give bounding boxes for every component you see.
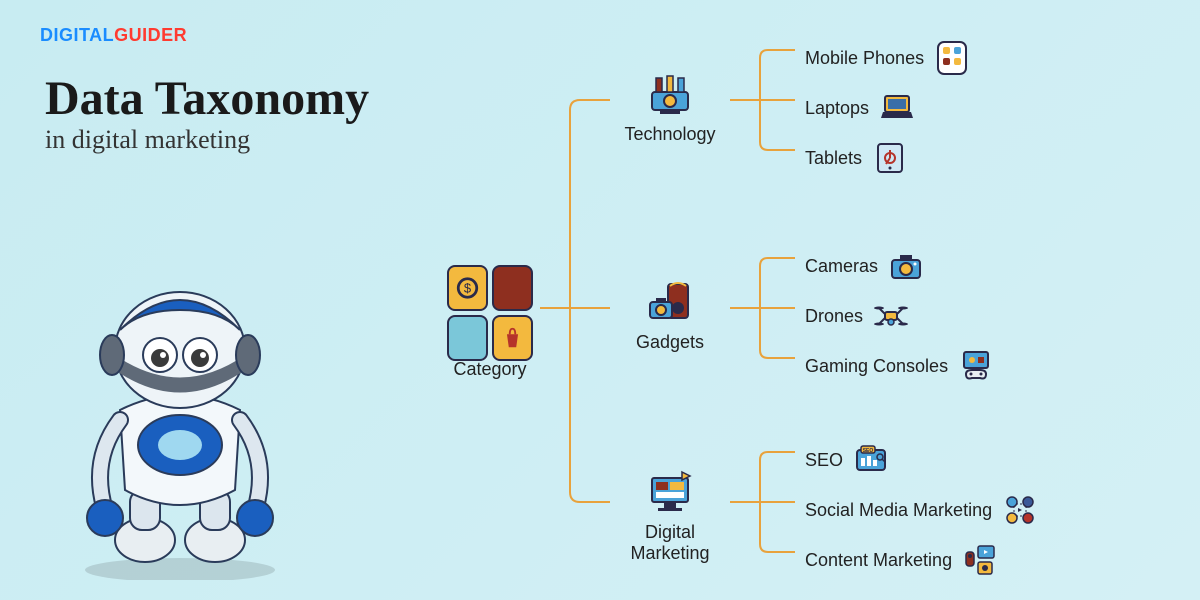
category-icon: $: [447, 265, 533, 351]
leaf-gaming-consoles: Gaming Consoles: [805, 348, 994, 384]
leaf-seo: SEO SEO: [805, 442, 889, 478]
leaf-label: Laptops: [805, 98, 869, 119]
console-icon: [958, 348, 994, 384]
taxonomy-tree: $ Category Technology: [440, 40, 1180, 580]
leaf-laptops: Laptops: [805, 90, 915, 126]
svg-text:$: $: [464, 281, 471, 296]
tablet-icon: [872, 140, 908, 176]
title-sub: in digital marketing: [45, 125, 369, 155]
gadgets-icon: [646, 278, 694, 326]
social-icon: [1002, 492, 1038, 528]
branch-technology: Technology: [610, 70, 730, 145]
leaf-label: SEO: [805, 450, 843, 471]
leaf-drones: Drones: [805, 298, 909, 334]
leaf-label: Tablets: [805, 148, 862, 169]
branch-gadgets: Gadgets: [610, 278, 730, 353]
robot-mascot: [50, 260, 310, 580]
branch-technology-label: Technology: [610, 124, 730, 145]
branch-digital-marketing: DigitalMarketing: [610, 468, 730, 563]
drone-icon: [873, 298, 909, 334]
seo-icon: SEO: [853, 442, 889, 478]
content-icon: [962, 542, 998, 578]
leaf-label: Content Marketing: [805, 550, 952, 571]
page-title: Data Taxonomy in digital marketing: [45, 75, 369, 155]
logo-part-2: GUIDER: [114, 25, 187, 45]
digital-marketing-icon: [646, 468, 694, 516]
leaf-label: Drones: [805, 306, 863, 327]
technology-icon: [646, 70, 694, 118]
leaf-social-media: Social Media Marketing: [805, 492, 1038, 528]
branch-gadgets-label: Gadgets: [610, 332, 730, 353]
leaf-label: Social Media Marketing: [805, 500, 992, 521]
leaf-label: Cameras: [805, 256, 878, 277]
leaf-content-marketing: Content Marketing: [805, 542, 998, 578]
title-main: Data Taxonomy: [45, 75, 369, 123]
svg-text:SEO: SEO: [863, 448, 874, 454]
leaf-label: Mobile Phones: [805, 48, 924, 69]
leaf-mobile-phones: Mobile Phones: [805, 40, 970, 76]
camera-icon: [888, 248, 924, 284]
leaf-cameras: Cameras: [805, 248, 924, 284]
brand-logo: DIGITALGUIDER: [40, 25, 187, 46]
apps-icon: [934, 40, 970, 76]
root-category: $ Category: [440, 265, 540, 380]
leaf-label: Gaming Consoles: [805, 356, 948, 377]
laptop-icon: [879, 90, 915, 126]
leaf-tablets: Tablets: [805, 140, 908, 176]
logo-part-1: DIGITAL: [40, 25, 114, 45]
branch-digital-marketing-label: DigitalMarketing: [610, 522, 730, 563]
